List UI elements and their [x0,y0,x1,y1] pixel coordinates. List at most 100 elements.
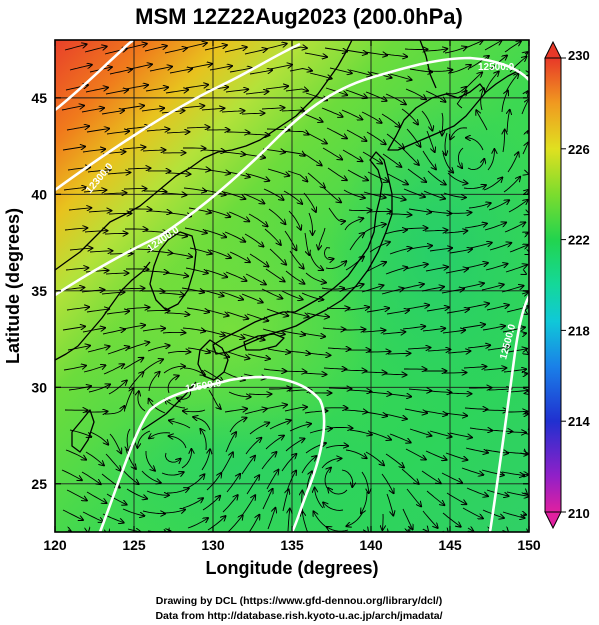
wind-vector [341,109,362,120]
wind-vector [468,528,473,531]
wind-vector [502,327,525,333]
wind-vector [329,67,352,73]
wind-vector [127,342,149,350]
wind-vector [427,349,450,351]
wind-vector [488,200,509,211]
wind-vector [349,429,372,435]
wind-vector [326,308,349,309]
wind-vector [87,346,110,353]
wind-vector [328,388,351,389]
wind-vector [367,171,388,182]
wind-vector [505,74,519,93]
wind-vector [301,112,323,122]
wind-vector [224,231,245,242]
wind-vector [483,178,502,191]
wind-vector [82,328,105,333]
wind-vector [345,449,367,458]
wind-vector [323,502,344,511]
wind-vector [202,329,225,336]
wind-vector [103,193,126,194]
wind-vector [349,233,364,251]
wind-vector [222,495,238,513]
wind-vector [381,288,404,295]
wind-vector [108,381,127,395]
wind-vector [282,150,305,156]
wind-vector [265,268,285,282]
wind-vector [466,304,489,309]
wind-vector [508,200,528,213]
wind-vector [166,313,189,315]
wind-vector [284,407,307,412]
wind-vector [282,489,289,512]
wind-vector [386,493,393,516]
wind-vector [486,305,509,311]
wind-vector [468,203,491,209]
wind-vector [444,231,467,233]
wind-vector [389,433,411,443]
wind-vector [121,288,144,289]
wind-vector [323,368,346,369]
wind-vector [164,233,187,236]
wind-vector [208,389,221,409]
wind-vector [245,92,268,95]
wind-vector [126,307,149,309]
wind-vector [249,70,272,75]
wind-vector [446,309,469,314]
wind-vector [484,223,506,231]
wind-vector [345,89,367,98]
wind-vector [383,193,406,200]
wind-vector [368,392,391,394]
wind-vector [387,173,408,184]
wind-vector [465,72,482,89]
wind-vector [88,211,111,212]
wind-vector [127,168,150,169]
wind-vector [186,474,204,489]
wind-vector [488,389,511,390]
colorbar: 230 226 222 218 214 210 [544,40,590,530]
wind-vector [283,371,306,372]
wind-vector [466,487,488,496]
wind-vector [448,393,471,394]
wind-vector [365,91,387,101]
y-tick-label: 45 [31,90,47,106]
wind-vector [462,324,485,329]
colorbar-tick-label: 226 [568,142,590,157]
wind-vector [69,429,91,437]
wind-vector [404,49,427,50]
wind-vector [109,433,121,453]
wind-vector [449,249,472,254]
x-tick-label: 135 [280,537,304,553]
wind-vector [267,348,290,353]
wind-vector [450,127,468,140]
y-axis-label: Latitude (degrees) [3,208,23,364]
wind-vector [429,430,452,437]
wind-vector [521,100,529,115]
wind-vector [88,384,110,393]
wind-vector [137,430,151,448]
wind-vector [315,488,324,509]
wind-vector [422,150,436,169]
wind-vector [344,218,363,231]
wind-vector [129,64,152,70]
wind-vector [509,245,528,253]
wind-vector [222,331,245,338]
wind-vector [306,132,327,144]
wind-vector [389,248,412,255]
wind-vector [221,111,244,112]
wind-vector [182,498,203,509]
y-axis-ticks: 25 30 35 40 45 [31,90,529,492]
wind-vector [443,192,466,198]
wind-vector [456,91,466,109]
wind-vector [401,108,418,125]
wind-vector [505,452,528,454]
x-axis-label: Longitude (degrees) [205,558,378,578]
wind-vector [503,177,520,193]
wind-vector [203,189,226,195]
wind-vector [165,90,188,94]
wind-vector [527,131,528,134]
x-tick-label: 145 [438,537,462,553]
wind-vector [284,230,296,250]
wind-vector [524,190,529,194]
wind-vector [447,351,470,353]
lat-lon-grid [55,40,529,532]
